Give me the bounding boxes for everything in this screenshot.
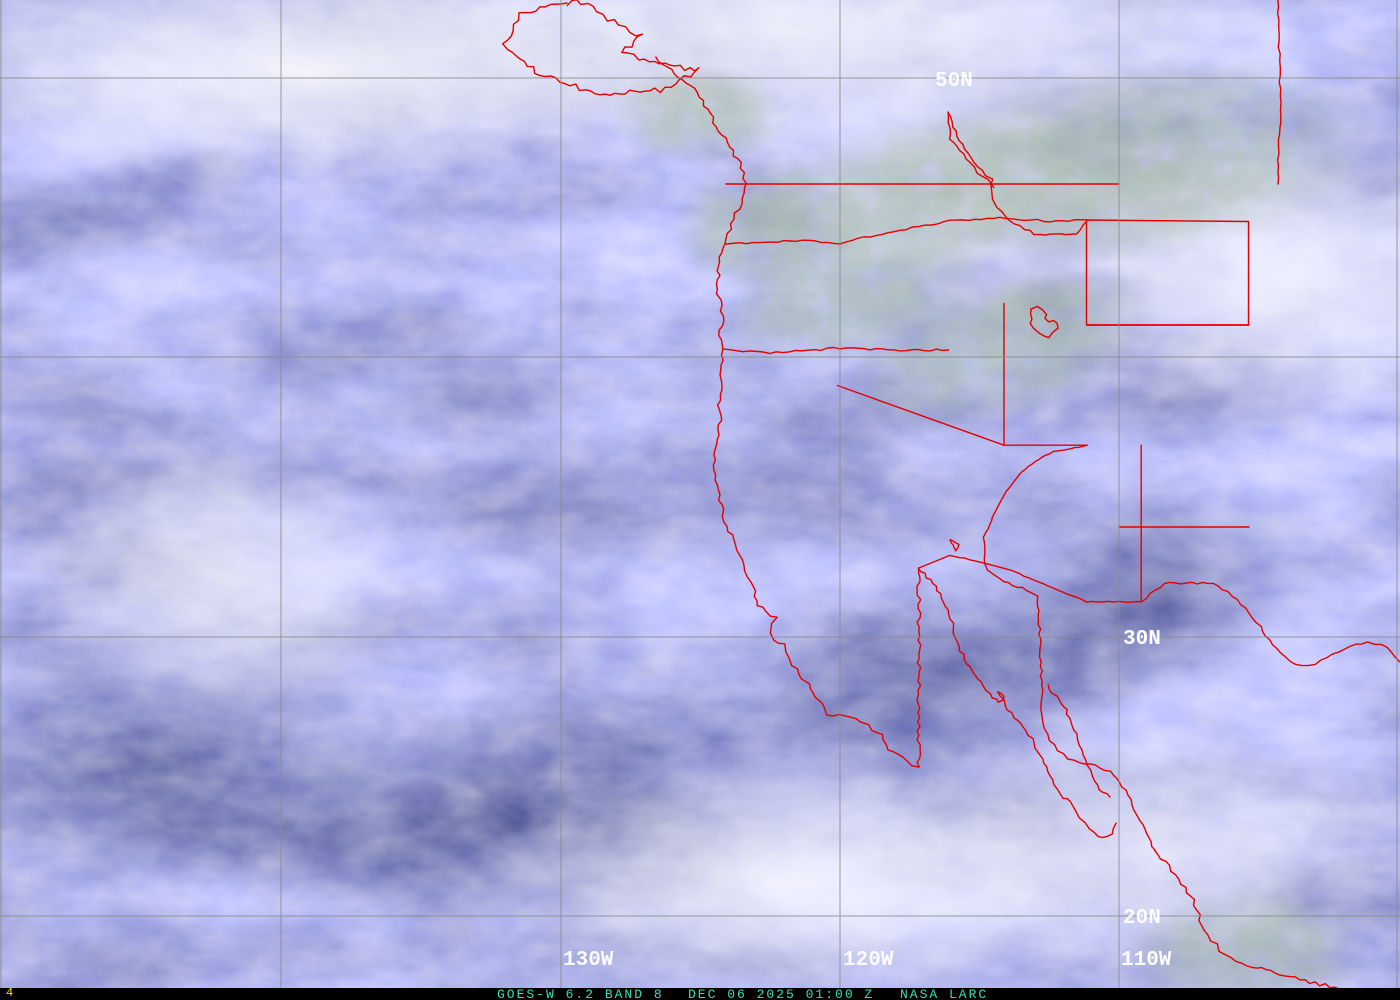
svg-text:110W: 110W xyxy=(1121,949,1172,972)
svg-text:130W: 130W xyxy=(563,949,614,972)
svg-text:30N: 30N xyxy=(1123,628,1161,651)
svg-text:50N: 50N xyxy=(935,70,973,93)
svg-text:120W: 120W xyxy=(843,949,894,972)
svg-text:20N: 20N xyxy=(1123,907,1161,930)
